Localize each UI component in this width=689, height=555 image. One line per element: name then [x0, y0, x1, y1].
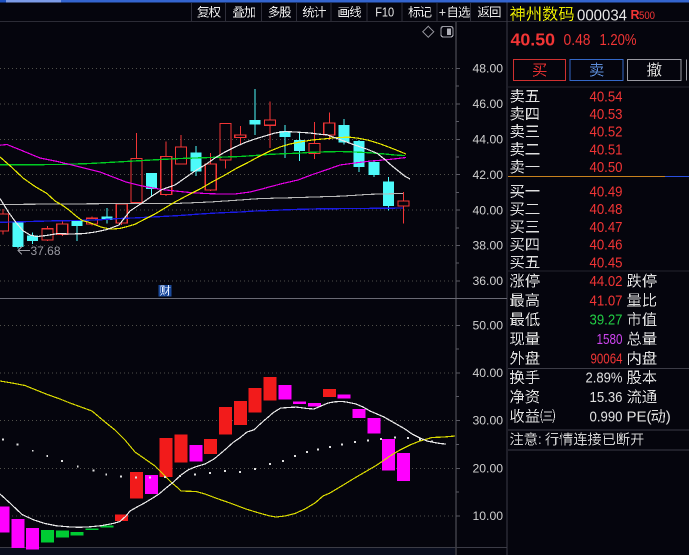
- svg-text:44.02: 44.02: [590, 273, 623, 290]
- svg-text:R: R: [631, 8, 640, 22]
- svg-text:37.68: 37.68: [31, 246, 61, 258]
- svg-text:40.00: 40.00: [473, 366, 504, 380]
- svg-text:20.00: 20.00: [473, 462, 504, 476]
- svg-text:40.00: 40.00: [473, 203, 504, 217]
- svg-text:2.89%: 2.89%: [586, 370, 623, 387]
- svg-text:40.47: 40.47: [590, 219, 623, 236]
- svg-text:500: 500: [639, 10, 655, 22]
- svg-text:44.00: 44.00: [473, 133, 504, 147]
- svg-text:46.00: 46.00: [473, 97, 504, 111]
- svg-text:41.07: 41.07: [590, 292, 623, 309]
- svg-text:40.48: 40.48: [590, 201, 623, 218]
- svg-text:15.36: 15.36: [590, 389, 623, 406]
- svg-text:40.54: 40.54: [590, 88, 623, 105]
- svg-text:90064: 90064: [591, 350, 623, 367]
- svg-text:30.00: 30.00: [473, 414, 504, 428]
- svg-text:40.51: 40.51: [590, 141, 623, 158]
- svg-text:1580: 1580: [597, 331, 623, 348]
- svg-text:F10: F10: [375, 6, 394, 20]
- svg-text:1.20%: 1.20%: [600, 32, 637, 49]
- svg-text:+: +: [439, 6, 446, 20]
- svg-text:40.45: 40.45: [590, 254, 623, 271]
- svg-text:PE(: PE(: [627, 408, 652, 425]
- svg-text:40.49: 40.49: [590, 184, 623, 201]
- svg-text:0.990: 0.990: [590, 408, 623, 425]
- svg-text:39.27: 39.27: [590, 312, 623, 329]
- svg-text:40.53: 40.53: [590, 106, 623, 123]
- svg-text:10.00: 10.00: [473, 509, 504, 523]
- svg-text:40.46: 40.46: [590, 237, 623, 254]
- svg-text:40.52: 40.52: [590, 124, 623, 141]
- svg-text:48.00: 48.00: [473, 62, 504, 76]
- svg-text:40.50: 40.50: [511, 29, 556, 49]
- svg-text:36.00: 36.00: [473, 274, 504, 288]
- svg-text:): ): [666, 408, 671, 425]
- svg-text:0.48: 0.48: [564, 32, 591, 49]
- svg-text::: :: [538, 431, 542, 447]
- svg-text:40.50: 40.50: [590, 159, 623, 176]
- svg-text:38.00: 38.00: [473, 239, 504, 253]
- svg-text:000034: 000034: [577, 7, 627, 24]
- svg-text:42.00: 42.00: [473, 168, 504, 182]
- svg-text:50.00: 50.00: [473, 319, 504, 333]
